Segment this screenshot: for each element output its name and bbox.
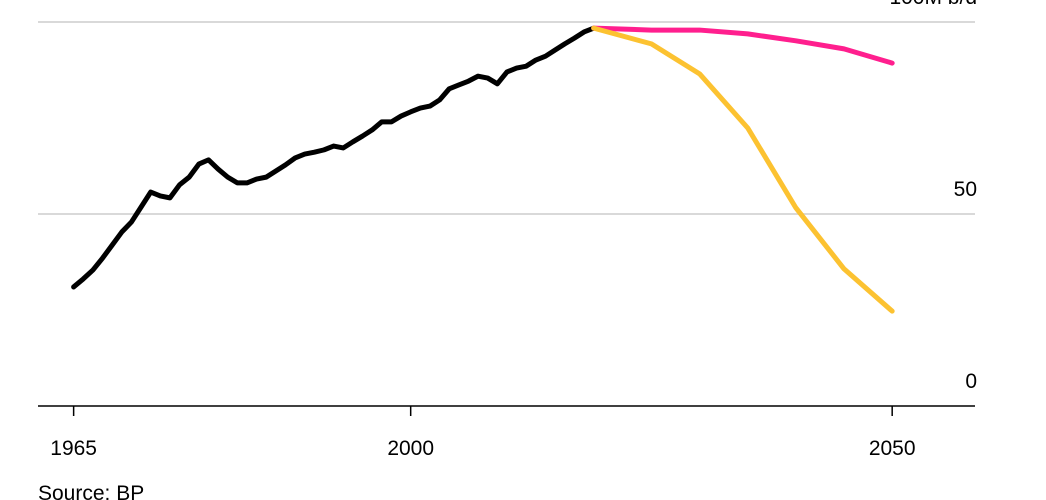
- data-line: [591, 25, 895, 66]
- x-tick-label: 2050: [869, 437, 916, 460]
- y-tick-label: 0: [965, 370, 977, 393]
- y-tick-label: 50: [954, 178, 977, 201]
- data-line: [71, 25, 597, 290]
- source-note: Source: BP: [38, 482, 144, 500]
- x-tick-label: 2000: [387, 437, 434, 460]
- y-tick-label: 100M b/d: [889, 0, 977, 9]
- data-line: [591, 25, 895, 314]
- x-tick-label: 1965: [50, 437, 97, 460]
